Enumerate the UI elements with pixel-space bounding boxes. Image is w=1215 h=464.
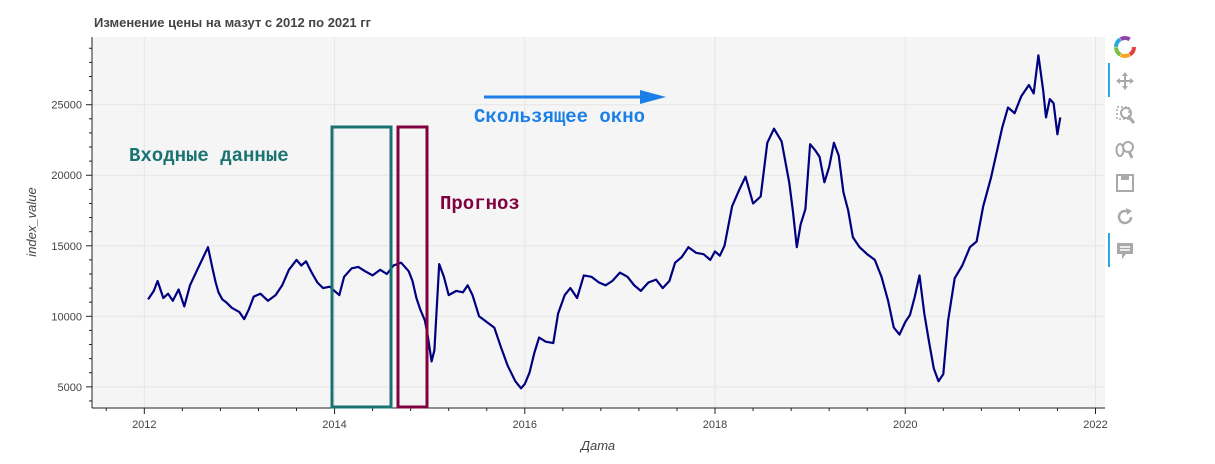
x-axis: 2012 2014 2016 2018 2020 2022 xyxy=(105,408,1108,431)
series-line xyxy=(147,54,1062,390)
y-tick-label: 15000 xyxy=(51,241,82,253)
plot-area[interactable] xyxy=(92,37,1105,408)
forecast-label: Прогноз xyxy=(440,193,520,215)
hover-active-indicator xyxy=(1108,233,1110,267)
reset-icon[interactable] xyxy=(1114,206,1136,228)
input-window-box xyxy=(330,125,393,409)
sliding-window-label: Скользящее окно xyxy=(474,106,645,128)
wheel-zoom-icon[interactable] xyxy=(1114,138,1136,160)
axes xyxy=(91,37,1105,409)
y-tick-label: 10000 xyxy=(51,311,82,323)
input-data-label: Входные данные xyxy=(129,145,289,167)
x-tick-label: 2014 xyxy=(322,419,346,431)
sliding-window-arrow-head xyxy=(640,90,666,104)
forecast-window-box xyxy=(396,125,429,409)
y-tick-label: 5000 xyxy=(58,382,82,394)
y-tick-label: 25000 xyxy=(51,100,82,112)
x-tick-label: 2012 xyxy=(132,419,156,431)
box-zoom-icon[interactable] xyxy=(1114,104,1136,126)
x-tick-label: 2016 xyxy=(513,419,537,431)
bokeh-logo-icon[interactable] xyxy=(1114,36,1136,58)
y-tick-label: 20000 xyxy=(51,170,82,182)
x-tick-label: 2020 xyxy=(893,419,917,431)
x-axis-label: Дата xyxy=(579,438,615,453)
chart-title: Изменение цены на мазут с 2012 по 2021 г… xyxy=(94,15,372,30)
x-tick-label: 2018 xyxy=(703,419,727,431)
grid xyxy=(92,37,1105,408)
save-icon[interactable] xyxy=(1114,172,1136,194)
y-axis: 5000 10000 15000 20000 25000 xyxy=(51,47,92,402)
x-tick-label: 2022 xyxy=(1083,419,1107,431)
pan-icon[interactable] xyxy=(1114,70,1136,92)
pan-active-indicator xyxy=(1108,63,1110,97)
y-axis-label: index_value xyxy=(24,187,39,256)
chart-toolbar xyxy=(1108,30,1136,280)
hover-icon[interactable] xyxy=(1114,240,1136,262)
